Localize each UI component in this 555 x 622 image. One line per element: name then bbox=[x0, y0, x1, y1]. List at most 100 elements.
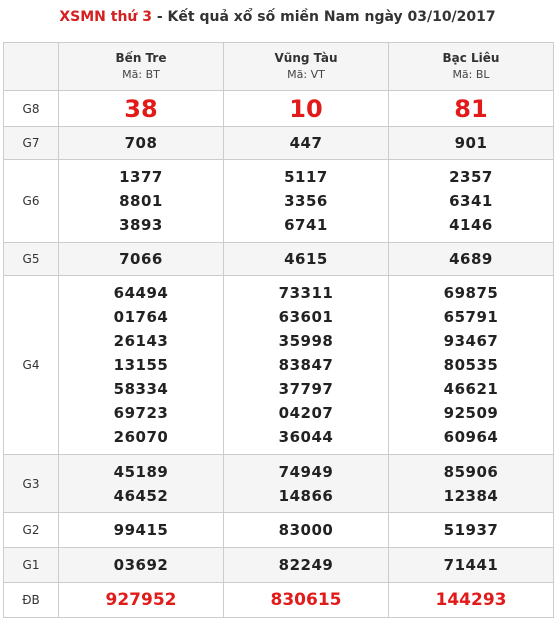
prize-number: 7066 bbox=[119, 250, 163, 268]
prize-number: 26143 bbox=[113, 332, 169, 350]
prize-number: 13155 bbox=[113, 356, 169, 374]
prize-number: 81 bbox=[454, 94, 488, 123]
province-header: Bạc Liêu Mã: BL bbox=[388, 42, 554, 91]
prize-label: G1 bbox=[3, 547, 59, 583]
prize-number: 45189 bbox=[113, 462, 169, 481]
prize-number: 144293 bbox=[435, 590, 507, 610]
prize-cell: 5117 3356 6741 bbox=[223, 159, 389, 243]
prize-number: 708 bbox=[124, 134, 158, 152]
prize-number: 04207 bbox=[278, 404, 334, 422]
prize-row-g3: G3 45189 46452 74949 14866 85906 12384 bbox=[3, 454, 554, 513]
prize-row-g7: G7 708 447 901 bbox=[3, 126, 554, 160]
prize-number: 82249 bbox=[278, 556, 334, 574]
province-header-row: Bến Tre Mã: BT Vũng Tàu Mã: VT Bạc Liêu … bbox=[3, 42, 554, 91]
prize-number-list: 73311 63601 35998 83847 37797 04207 36044 bbox=[224, 281, 388, 449]
prize-number-list: 99415 bbox=[59, 518, 223, 542]
prize-number: 74949 bbox=[278, 462, 334, 481]
prize-row-g6: G6 1377 8801 3893 5117 3356 6741 2357 6341 4146 bbox=[3, 159, 554, 243]
prize-number-list: 83000 bbox=[224, 518, 388, 542]
prize-number: 46621 bbox=[443, 380, 499, 398]
prize-number: 51937 bbox=[443, 521, 499, 539]
prize-label: G6 bbox=[3, 159, 59, 243]
province-name[interactable]: Vũng Tàu bbox=[274, 51, 338, 65]
prize-number: 12384 bbox=[443, 486, 499, 505]
prize-cell: 71441 bbox=[388, 547, 554, 583]
prize-number-list: 901 bbox=[389, 131, 553, 155]
prize-number: 8801 bbox=[119, 192, 163, 210]
prize-row-g8: G8 38 10 81 bbox=[3, 90, 554, 127]
prize-number-list: 830615 bbox=[224, 588, 388, 612]
prize-cell: 4689 bbox=[388, 242, 554, 276]
prize-row-g2: G2 99415 83000 51937 bbox=[3, 512, 554, 548]
prize-number: 1377 bbox=[119, 168, 163, 186]
prize-number-list: 10 bbox=[224, 93, 388, 125]
prize-cell: 82249 bbox=[223, 547, 389, 583]
prize-number: 73311 bbox=[278, 284, 334, 302]
prize-number: 85906 bbox=[443, 462, 499, 481]
prize-cell: 03692 bbox=[58, 547, 224, 583]
prize-label: G3 bbox=[3, 454, 59, 513]
prize-number: 830615 bbox=[270, 590, 342, 610]
prize-number-list: 38 bbox=[59, 93, 223, 125]
prize-number: 2357 bbox=[449, 168, 493, 186]
province-name[interactable]: Bến Tre bbox=[115, 51, 167, 65]
prize-row-g1: G1 03692 82249 71441 bbox=[3, 547, 554, 583]
prize-number: 60964 bbox=[443, 428, 499, 446]
page-title: XSMN thứ 3 - Kết quả xổ số miền Nam ngày… bbox=[0, 0, 555, 34]
prize-label: G7 bbox=[3, 126, 59, 160]
prize-row-g5: G5 7066 4615 4689 bbox=[3, 242, 554, 276]
prize-number: 71441 bbox=[443, 556, 499, 574]
prize-number: 901 bbox=[454, 134, 488, 152]
province-header: Bến Tre Mã: BT bbox=[58, 42, 224, 91]
prize-number: 5117 bbox=[284, 168, 328, 186]
prize-number: 80535 bbox=[443, 356, 499, 374]
prize-number-list: 81 bbox=[389, 93, 553, 125]
prize-number: 447 bbox=[289, 134, 323, 152]
prize-number-list: 1377 8801 3893 bbox=[59, 165, 223, 237]
prize-number: 99415 bbox=[113, 521, 169, 539]
prize-number-list: 447 bbox=[224, 131, 388, 155]
prize-number: 69723 bbox=[113, 404, 169, 422]
prize-number: 4689 bbox=[449, 250, 493, 268]
prize-number-list: 82249 bbox=[224, 553, 388, 577]
province-name[interactable]: Bạc Liêu bbox=[442, 51, 500, 65]
prize-number: 69875 bbox=[443, 284, 499, 302]
prize-cell: 73311 63601 35998 83847 37797 04207 36044 bbox=[223, 275, 389, 455]
prize-number: 3893 bbox=[119, 216, 163, 234]
prize-cell: 83000 bbox=[223, 512, 389, 548]
prize-number: 26070 bbox=[113, 428, 169, 446]
prize-number-list: 03692 bbox=[59, 553, 223, 577]
prize-number: 64494 bbox=[113, 284, 169, 302]
prize-number-list: 7066 bbox=[59, 247, 223, 271]
prize-number: 35998 bbox=[278, 332, 334, 350]
prize-number-list: 51937 bbox=[389, 518, 553, 542]
xsmn-day-link[interactable]: XSMN thứ 3 bbox=[59, 9, 152, 25]
prize-cell: 447 bbox=[223, 126, 389, 160]
prize-cell: 144293 bbox=[388, 582, 554, 618]
prize-number-list: 2357 6341 4146 bbox=[389, 165, 553, 237]
prize-number: 83000 bbox=[278, 521, 334, 539]
prize-row-đb: ĐB 927952 830615 144293 bbox=[3, 582, 554, 618]
prize-cell: 85906 12384 bbox=[388, 454, 554, 513]
prize-cell: 45189 46452 bbox=[58, 454, 224, 513]
page-title-text: - Kết quả xổ số miền Nam ngày 03/10/2017 bbox=[152, 9, 496, 25]
prize-number: 63601 bbox=[278, 308, 334, 326]
prize-number-list: 144293 bbox=[389, 588, 553, 612]
prize-number: 4146 bbox=[449, 216, 493, 234]
prize-cell: 38 bbox=[58, 90, 224, 127]
prize-label: G4 bbox=[3, 275, 59, 455]
prize-cell: 1377 8801 3893 bbox=[58, 159, 224, 243]
prize-number-list: 708 bbox=[59, 131, 223, 155]
prize-number: 10 bbox=[289, 94, 323, 123]
prize-cell: 927952 bbox=[58, 582, 224, 618]
prize-label: G2 bbox=[3, 512, 59, 548]
prize-cell: 708 bbox=[58, 126, 224, 160]
prize-number: 4615 bbox=[284, 250, 328, 268]
prize-number: 58334 bbox=[113, 380, 169, 398]
prize-number: 14866 bbox=[278, 486, 334, 505]
prize-number: 03692 bbox=[113, 556, 169, 574]
prize-number: 36044 bbox=[278, 428, 334, 446]
prize-number: 65791 bbox=[443, 308, 499, 326]
prize-number: 92509 bbox=[443, 404, 499, 422]
prize-cell: 81 bbox=[388, 90, 554, 127]
